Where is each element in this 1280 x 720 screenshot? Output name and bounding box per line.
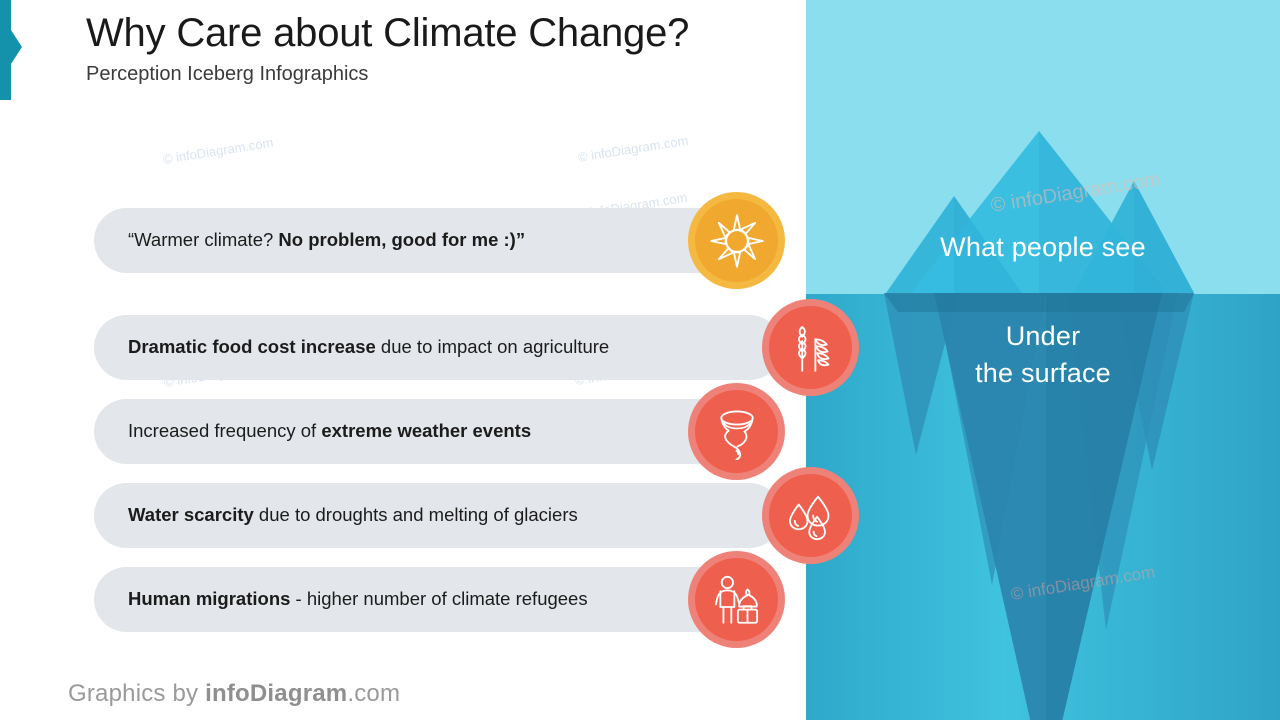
footer-credit: Graphics by infoDiagram.com — [68, 680, 400, 708]
statement-text: Dramatic food cost increase due to impac… — [94, 336, 689, 358]
statement-pill[interactable]: Increased frequency of extreme weather e… — [94, 399, 740, 464]
row-icon-badge[interactable] — [688, 192, 785, 289]
iceberg-label-below: Under the surface — [806, 318, 1280, 393]
statement-text-normal: Increased frequency of — [128, 420, 322, 442]
watermark-left-1: © infoDiagram.com — [161, 134, 275, 167]
iceberg-label-above: What people see — [940, 232, 1146, 262]
migration-person-luggage-icon — [714, 575, 758, 624]
footer-suffix: .com — [347, 680, 401, 707]
left-accent-arrow-icon — [11, 30, 22, 64]
statement-text-bold: Water scarcity — [128, 504, 254, 526]
footer-prefix: Graphics by — [68, 680, 206, 707]
page-subtitle: Perception Iceberg Infographics — [86, 63, 369, 85]
footer-brand: infoDiagram — [205, 680, 348, 707]
statement-pill[interactable]: Water scarcity due to droughts and melti… — [94, 483, 782, 548]
statement-text-bold: Dramatic food cost increase — [128, 336, 376, 358]
statement-pill[interactable]: Human migrations - higher number of clim… — [94, 567, 740, 632]
statement-text-normal: - higher number of climate refugees — [290, 588, 588, 610]
statement-text: Increased frequency of extreme weather e… — [94, 420, 611, 442]
iceberg-below-water — [884, 293, 1194, 720]
wheat-icon — [797, 325, 829, 372]
page-title: Why Care about Climate Change? — [86, 11, 690, 55]
statement-text-bold: Human migrations — [128, 588, 291, 610]
statement-text-normal: “Warmer climate? — [128, 229, 279, 251]
title-block: Why Care about Climate Change? Perceptio… — [86, 10, 786, 86]
left-accent-bar — [0, 0, 11, 100]
statement-pill[interactable]: Dramatic food cost increase due to impac… — [94, 315, 782, 380]
iceberg-panel: © infoDiagram.com © infoDiagram.com What… — [806, 0, 1280, 720]
tornado-icon — [719, 410, 754, 460]
statement-text-normal: due to droughts and melting of glaciers — [253, 504, 578, 526]
statement-text-bold: No problem, good for me :)” — [278, 229, 526, 251]
water-drops-icon — [788, 495, 829, 540]
statement-text: Human migrations - higher number of clim… — [94, 588, 668, 610]
watermark-left-2: © infoDiagram.com — [576, 132, 690, 165]
iceberg-illustration — [884, 131, 1194, 720]
row-icon-badge[interactable] — [762, 299, 859, 396]
statement-text: “Warmer climate? No problem, good for me… — [94, 229, 605, 251]
iceberg-label-below-line1: Under — [1005, 321, 1081, 351]
statement-text-normal: due to impact on agriculture — [375, 336, 610, 358]
row-icon-badge[interactable] — [688, 383, 785, 480]
statement-text-bold: extreme weather events — [321, 420, 532, 442]
statement-pill[interactable]: “Warmer climate? No problem, good for me… — [94, 208, 740, 273]
iceberg-label-below-line2: the surface — [975, 358, 1111, 389]
row-icon-badge[interactable] — [688, 551, 785, 648]
sun-icon — [709, 213, 764, 268]
iceberg-above-water — [886, 131, 1194, 293]
row-icon-badge[interactable] — [762, 467, 859, 564]
statement-text: Water scarcity due to droughts and melti… — [94, 504, 658, 526]
